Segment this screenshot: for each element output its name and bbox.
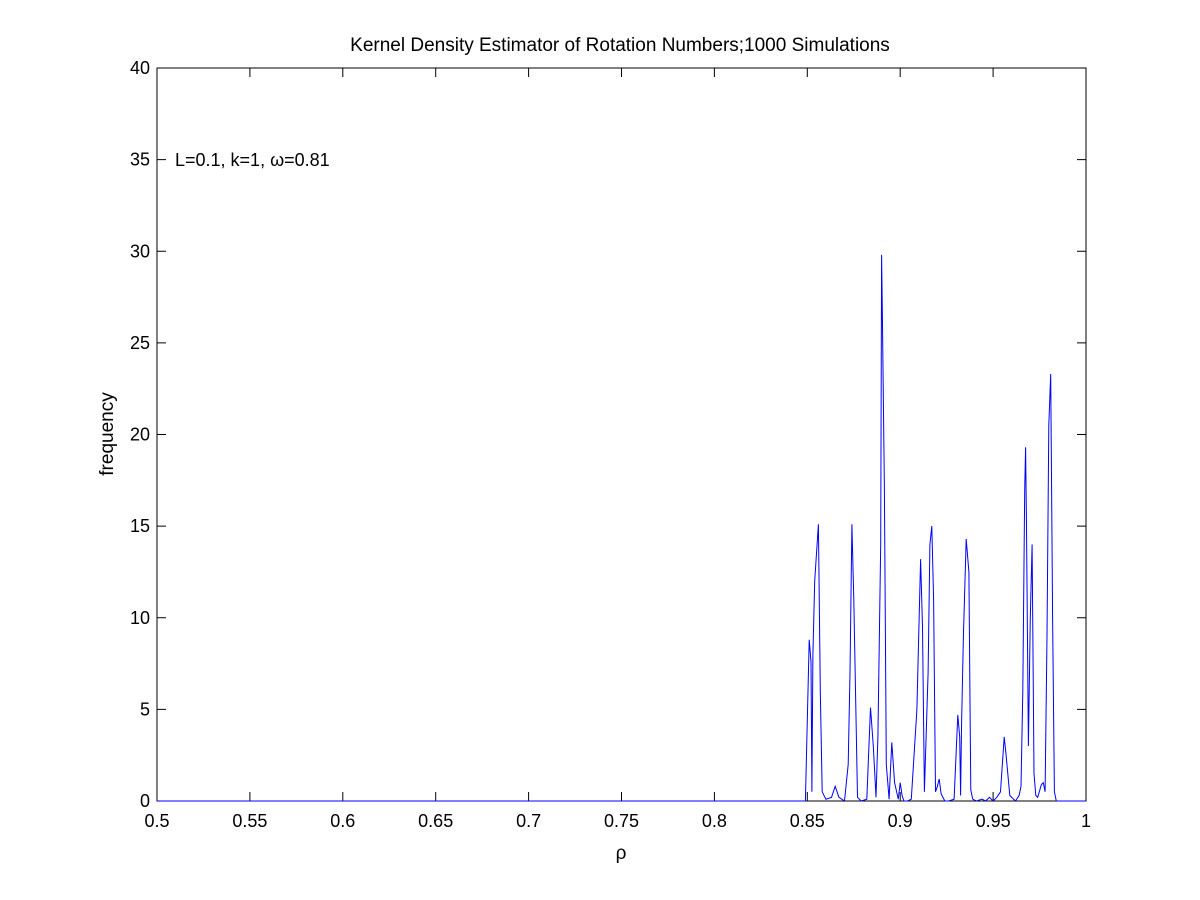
y-tick-label: 5 — [140, 699, 150, 719]
density-series-line — [157, 254, 1086, 802]
y-tick-label: 30 — [130, 241, 150, 261]
x-tick-label: 0.65 — [418, 811, 453, 831]
x-tick-labels: 0.5 0.55 0.6 0.65 0.7 0.75 0.8 0.85 0.9 0.95 1 — [144, 811, 1091, 831]
x-tick-label: 0.85 — [790, 811, 825, 831]
x-tick-label: 0.75 — [604, 811, 639, 831]
x-tick-label: 0.55 — [232, 811, 267, 831]
y-tick-label: 25 — [130, 333, 150, 353]
x-tick-label: 0.95 — [976, 811, 1011, 831]
x-tick-label: 0.7 — [516, 811, 541, 831]
parameter-annotation: L=0.1, k=1, ω=0.81 — [175, 150, 330, 170]
y-axis-label: frequency — [97, 392, 118, 476]
x-tick-label: 0.6 — [330, 811, 355, 831]
y-tick-label: 0 — [140, 791, 150, 811]
chart-title: Kernel Density Estimator of Rotation Num… — [350, 35, 890, 56]
y-tick-labels: 0 5 10 15 20 25 30 35 40 — [130, 58, 150, 811]
series-layer — [157, 254, 1086, 802]
x-tick-label: 0.5 — [144, 811, 169, 831]
x-tick-label: 1 — [1081, 811, 1091, 831]
y-tick-label: 10 — [130, 608, 150, 628]
y-tick-label: 40 — [130, 58, 150, 78]
x-axis-label: ρ — [616, 843, 627, 864]
y-tick-label: 35 — [130, 150, 150, 170]
tick-marks — [156, 67, 1087, 802]
y-tick-label: 15 — [130, 516, 150, 536]
plot-area — [156, 67, 1087, 802]
x-tick-label: 0.8 — [702, 811, 727, 831]
y-tick-label: 20 — [130, 425, 150, 445]
x-tick-label: 0.9 — [888, 811, 913, 831]
